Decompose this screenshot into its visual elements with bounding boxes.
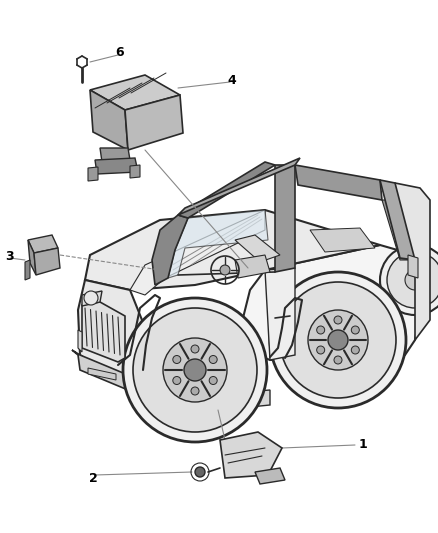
Polygon shape — [220, 432, 282, 478]
Polygon shape — [255, 468, 285, 484]
Polygon shape — [240, 245, 420, 360]
Text: 1: 1 — [359, 439, 367, 451]
Text: 3: 3 — [6, 251, 14, 263]
Polygon shape — [78, 330, 82, 352]
Circle shape — [380, 245, 438, 315]
Polygon shape — [178, 162, 275, 218]
Polygon shape — [25, 260, 30, 280]
Polygon shape — [152, 215, 188, 285]
Polygon shape — [265, 268, 295, 360]
Polygon shape — [28, 240, 36, 275]
Circle shape — [270, 272, 406, 408]
Circle shape — [123, 298, 267, 442]
Polygon shape — [178, 158, 300, 215]
Polygon shape — [100, 148, 130, 162]
Circle shape — [328, 330, 348, 350]
Polygon shape — [90, 90, 128, 150]
Polygon shape — [90, 75, 180, 110]
Circle shape — [317, 326, 325, 334]
Polygon shape — [95, 158, 138, 174]
Polygon shape — [395, 183, 430, 340]
Circle shape — [387, 252, 438, 308]
Circle shape — [220, 265, 230, 275]
Circle shape — [308, 310, 368, 370]
Circle shape — [317, 346, 325, 354]
Circle shape — [195, 467, 205, 477]
Polygon shape — [295, 165, 382, 200]
Polygon shape — [88, 167, 98, 181]
Polygon shape — [150, 378, 270, 408]
Polygon shape — [168, 210, 268, 278]
Circle shape — [209, 356, 217, 364]
Polygon shape — [310, 228, 375, 252]
Polygon shape — [382, 200, 415, 260]
Polygon shape — [235, 255, 270, 278]
Circle shape — [84, 291, 98, 305]
Circle shape — [173, 356, 181, 364]
Circle shape — [351, 346, 359, 354]
Polygon shape — [130, 210, 265, 295]
Polygon shape — [28, 235, 58, 253]
Text: 6: 6 — [116, 46, 124, 60]
Polygon shape — [235, 235, 280, 262]
Circle shape — [351, 326, 359, 334]
Polygon shape — [275, 165, 295, 272]
Polygon shape — [88, 368, 116, 380]
Circle shape — [191, 345, 199, 353]
Circle shape — [191, 387, 199, 395]
Polygon shape — [82, 302, 125, 362]
Text: 2: 2 — [88, 472, 97, 484]
Circle shape — [173, 376, 181, 384]
Circle shape — [133, 308, 257, 432]
Polygon shape — [82, 291, 102, 306]
Polygon shape — [72, 350, 155, 395]
Polygon shape — [34, 248, 60, 275]
Polygon shape — [130, 165, 140, 178]
Circle shape — [334, 316, 342, 324]
Circle shape — [184, 359, 206, 381]
Polygon shape — [380, 180, 415, 260]
Circle shape — [334, 356, 342, 364]
Circle shape — [163, 338, 227, 402]
Polygon shape — [85, 210, 380, 290]
Polygon shape — [78, 280, 150, 380]
Circle shape — [280, 282, 396, 398]
Circle shape — [209, 376, 217, 384]
Polygon shape — [408, 255, 418, 278]
Circle shape — [405, 270, 425, 290]
Text: 4: 4 — [228, 74, 237, 86]
Polygon shape — [125, 95, 183, 150]
